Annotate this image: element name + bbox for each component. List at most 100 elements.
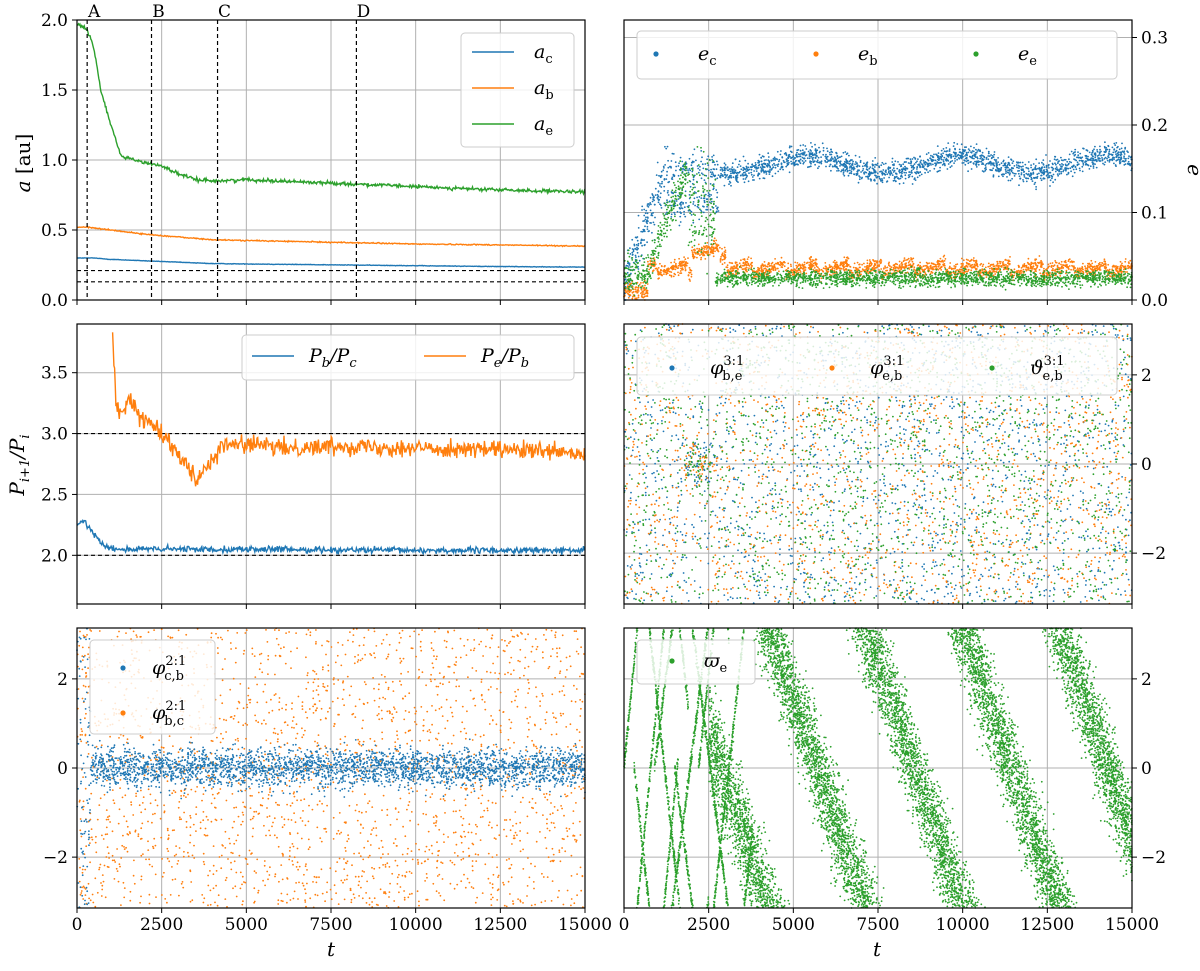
point-e-c bbox=[728, 183, 730, 185]
point-e-b bbox=[714, 237, 716, 239]
point-e-b bbox=[1071, 265, 1073, 267]
point-e-c bbox=[990, 169, 992, 171]
point-e-b bbox=[869, 263, 871, 265]
point-e-b bbox=[689, 280, 691, 282]
point-e-c bbox=[888, 170, 890, 172]
point-e-b bbox=[857, 268, 859, 270]
point-e-c bbox=[710, 183, 712, 185]
point-e-c bbox=[716, 177, 718, 179]
point-e-c bbox=[1072, 175, 1074, 177]
point-e-c bbox=[650, 197, 652, 199]
point-e-c bbox=[858, 169, 860, 171]
point-e-b bbox=[708, 246, 710, 248]
point-e-c bbox=[842, 164, 844, 166]
point-e-c bbox=[671, 178, 673, 180]
point-e-b bbox=[1051, 270, 1053, 272]
point-e-e bbox=[999, 283, 1001, 285]
point-e-c bbox=[729, 175, 731, 177]
point-e-b bbox=[944, 263, 946, 265]
point-e-b bbox=[1033, 263, 1035, 265]
point-e-b bbox=[737, 264, 739, 266]
point-e-c bbox=[664, 164, 666, 166]
point-e-c bbox=[1061, 168, 1063, 170]
point-e-b bbox=[1085, 267, 1087, 269]
point-e-c bbox=[970, 151, 972, 153]
point-e-c bbox=[982, 159, 984, 161]
point-e-b bbox=[716, 246, 718, 248]
point-e-e bbox=[787, 281, 789, 283]
point-e-c bbox=[1008, 156, 1010, 158]
point-e-c bbox=[843, 173, 845, 175]
point-e-e bbox=[706, 201, 708, 203]
point-e-c bbox=[932, 164, 934, 166]
point-e-c bbox=[871, 173, 873, 175]
point-e-b bbox=[818, 270, 820, 272]
point-e-c bbox=[953, 155, 955, 157]
point-e-c bbox=[1023, 171, 1025, 173]
point-e-c bbox=[707, 164, 709, 166]
point-e-b bbox=[1018, 266, 1020, 268]
point-e-c bbox=[694, 205, 696, 207]
point-e-c bbox=[1115, 165, 1117, 167]
point-e-c bbox=[722, 175, 724, 177]
point-e-c bbox=[740, 165, 742, 167]
point-e-b bbox=[887, 267, 889, 269]
point-e-c bbox=[802, 160, 804, 162]
point-e-c bbox=[997, 161, 999, 163]
point-e-c bbox=[777, 171, 779, 173]
point-e-b bbox=[1120, 261, 1122, 263]
point-e-e bbox=[631, 286, 633, 288]
point-e-c bbox=[730, 168, 732, 170]
point-e-b bbox=[975, 262, 977, 264]
point-e-e bbox=[714, 179, 716, 181]
point-e-b bbox=[680, 263, 682, 265]
point-e-b bbox=[637, 292, 639, 294]
point-e-e bbox=[855, 284, 857, 286]
point-e-c bbox=[964, 164, 966, 166]
point-e-b bbox=[635, 286, 637, 288]
point-e-b bbox=[812, 265, 814, 267]
point-e-c bbox=[1051, 178, 1053, 180]
point-e-c bbox=[652, 215, 654, 217]
point-e-c bbox=[956, 159, 958, 161]
point-e-e bbox=[727, 286, 729, 288]
point-e-b bbox=[666, 272, 668, 274]
point-e-b bbox=[1102, 262, 1104, 264]
point-e-c bbox=[1080, 157, 1082, 159]
point-e-c bbox=[1038, 173, 1040, 175]
point-e-c bbox=[735, 179, 737, 181]
point-e-b bbox=[775, 263, 777, 265]
point-e-c bbox=[701, 156, 703, 158]
point-e-c bbox=[942, 159, 944, 161]
point-e-e bbox=[923, 277, 925, 279]
point-e-c bbox=[1042, 163, 1044, 165]
point-e-c bbox=[720, 169, 722, 171]
point-e-c bbox=[781, 157, 783, 159]
point-e-c bbox=[941, 155, 943, 157]
point-e-c bbox=[945, 151, 947, 153]
point-e-b bbox=[1059, 275, 1061, 277]
point-e-b bbox=[1027, 262, 1029, 264]
point-e-b bbox=[800, 265, 802, 267]
point-e-b bbox=[698, 244, 700, 246]
point-e-c bbox=[666, 171, 668, 173]
point-e-c bbox=[897, 177, 899, 179]
point-e-c bbox=[863, 173, 865, 175]
point-e-c bbox=[775, 158, 777, 160]
point-e-c bbox=[954, 160, 956, 162]
point-e-c bbox=[662, 169, 664, 171]
point-e-c bbox=[979, 158, 981, 160]
point-e-c bbox=[884, 173, 886, 175]
point-e-b bbox=[1073, 268, 1075, 270]
point-e-b bbox=[836, 261, 838, 263]
point-e-e bbox=[629, 275, 631, 277]
point-e-c bbox=[650, 210, 652, 212]
point-e-b bbox=[667, 270, 669, 272]
point-e-c bbox=[857, 172, 859, 174]
point-e-c bbox=[822, 154, 824, 156]
point-e-e bbox=[657, 230, 659, 232]
point-e-c bbox=[919, 171, 921, 173]
point-e-c bbox=[944, 165, 946, 167]
point-e-c bbox=[1054, 179, 1056, 181]
point-e-c bbox=[1087, 158, 1089, 160]
